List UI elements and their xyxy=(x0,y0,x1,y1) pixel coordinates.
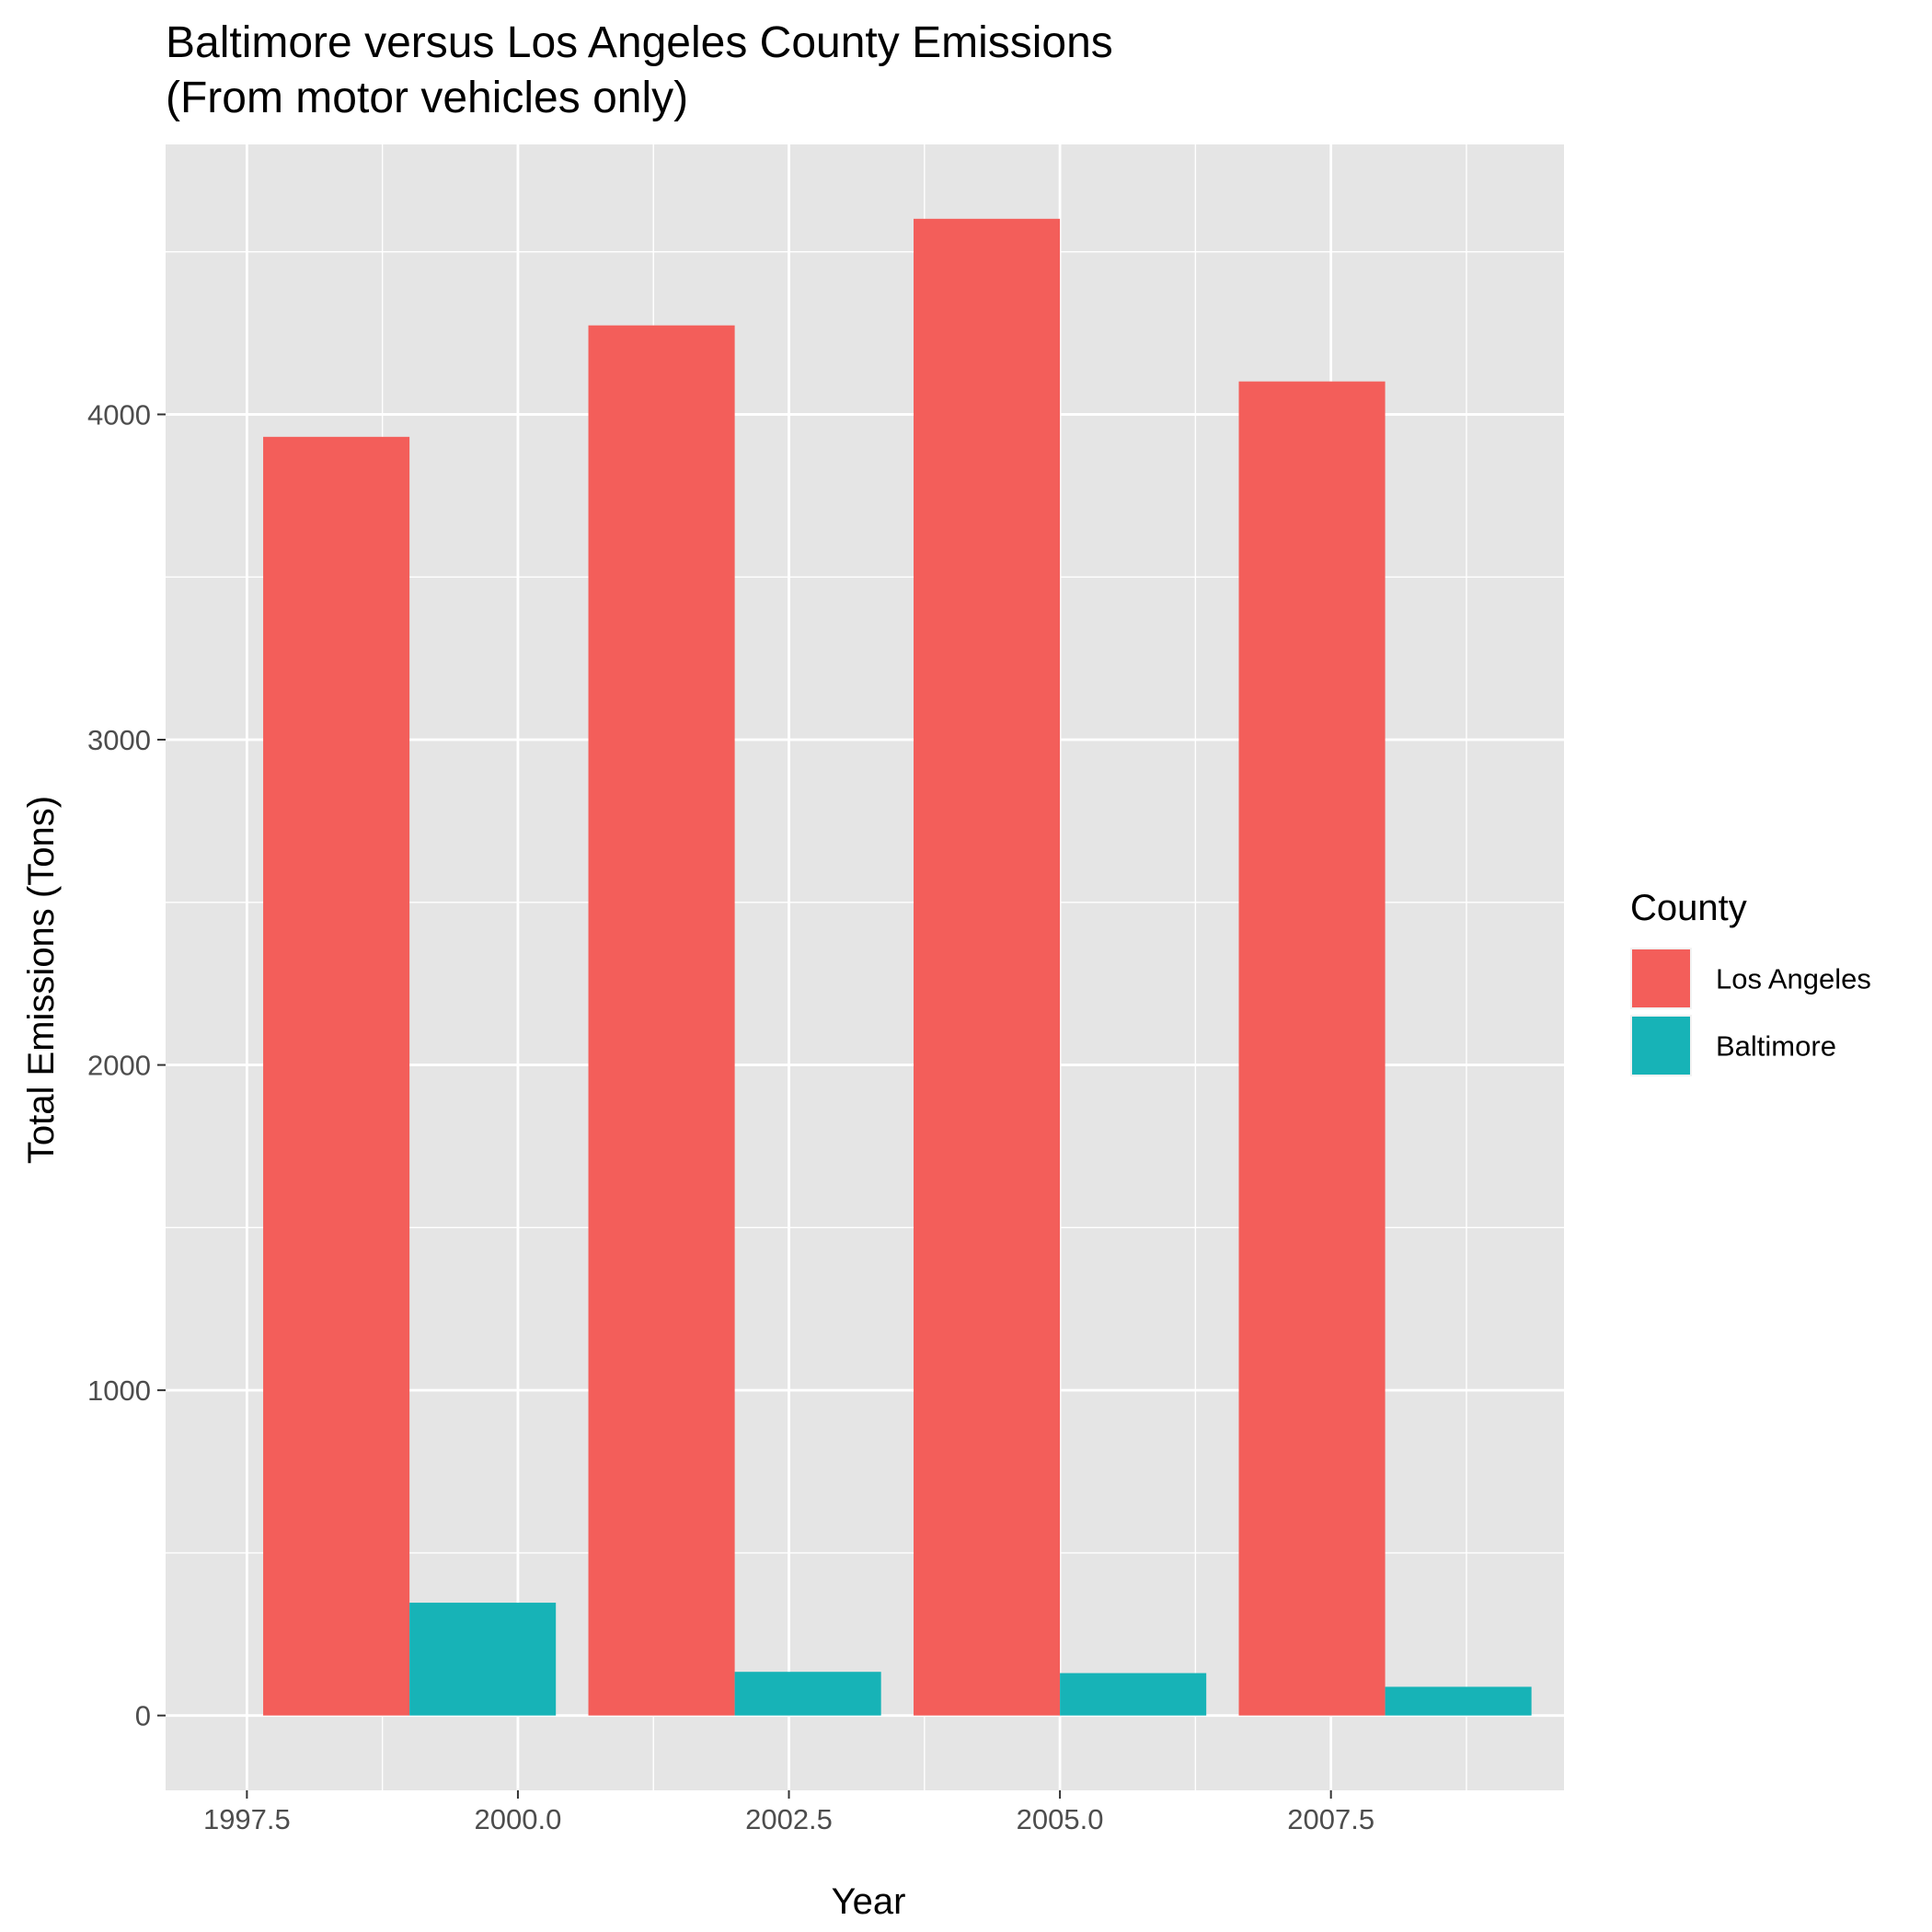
bar-los-angeles-2005 xyxy=(914,218,1061,1716)
bars xyxy=(263,218,1532,1716)
legend-swatch xyxy=(1632,1017,1690,1075)
x-tick-label: 2000.0 xyxy=(475,1803,562,1835)
x-axis: 1997.5 2000.0 2002.5 2005.0 2007.5 xyxy=(203,1790,1374,1835)
legend-label: Baltimore xyxy=(1716,1030,1836,1063)
x-tick-label: 1997.5 xyxy=(203,1803,291,1835)
bar-los-angeles-2008 xyxy=(1238,381,1386,1716)
bar-los-angeles-2002 xyxy=(588,325,735,1716)
x-axis-title: Year xyxy=(832,1881,906,1922)
x-tick-label: 2002.5 xyxy=(745,1803,833,1835)
y-axis: 0 1000 2000 3000 4000 xyxy=(87,398,166,1732)
legend: County Los Angeles Baltimore xyxy=(1630,888,1871,1076)
bar-baltimore-2005 xyxy=(1060,1673,1207,1716)
y-tick-label: 3000 xyxy=(87,724,151,756)
chart-title: Baltimore versus Los Angeles County Emis… xyxy=(166,18,1113,67)
y-tick-label: 2000 xyxy=(87,1050,151,1082)
bar-baltimore-2002 xyxy=(734,1672,881,1716)
bar-baltimore-2008 xyxy=(1385,1686,1532,1716)
bar-los-angeles-1999 xyxy=(263,436,410,1716)
legend-title: County xyxy=(1630,888,1747,928)
x-tick-label: 2005.0 xyxy=(1017,1803,1104,1835)
bar-baltimore-1999 xyxy=(409,1603,557,1716)
legend-swatch xyxy=(1632,949,1690,1007)
y-tick-label: 4000 xyxy=(87,398,151,431)
x-tick-label: 2007.5 xyxy=(1287,1803,1374,1835)
y-tick-label: 1000 xyxy=(87,1374,151,1407)
y-axis-title: Total Emissions (Tons) xyxy=(21,796,62,1164)
legend-label: Los Angeles xyxy=(1716,963,1871,995)
y-tick-label: 0 xyxy=(135,1700,151,1732)
chart-subtitle: (From motor vehicles only) xyxy=(166,74,688,122)
